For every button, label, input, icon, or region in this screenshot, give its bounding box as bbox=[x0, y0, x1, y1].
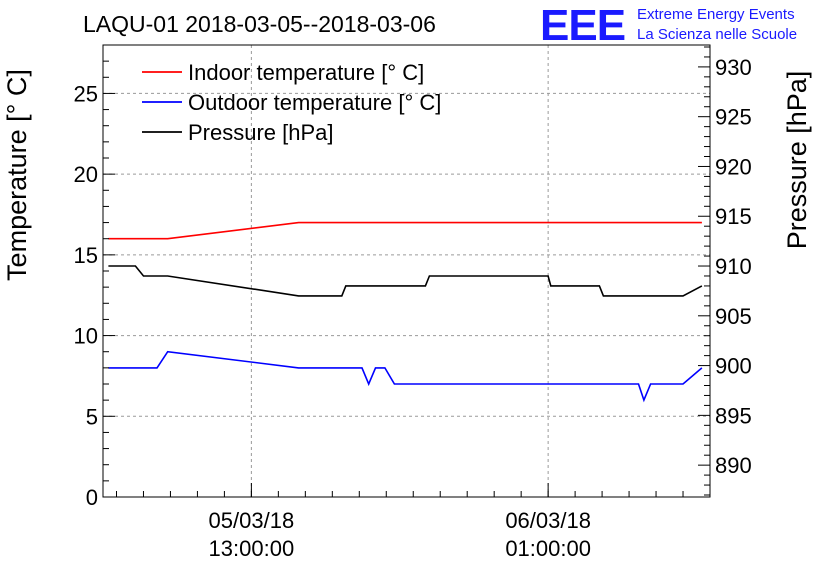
y-tick-label: 5 bbox=[86, 404, 98, 429]
y2-tick-label: 925 bbox=[715, 105, 752, 130]
y2-tick-label: 905 bbox=[715, 304, 752, 329]
legend-label-outdoor: Outdoor temperature [° C] bbox=[188, 90, 441, 115]
y2-tick-label: 910 bbox=[715, 254, 752, 279]
eee-logo: EEE Extreme Energy Events La Scienza nel… bbox=[540, 1, 797, 50]
axes: 0 5 10 15 20 25 890 895 900 905 910 915 920 925 930 05/… bbox=[74, 44, 752, 561]
y2-axis-title: Pressure [hPa] bbox=[782, 71, 812, 250]
logo-mark: EEE bbox=[540, 1, 625, 50]
y-tick-label: 0 bbox=[86, 485, 98, 510]
chart-title: LAQU-01 2018-03-05--2018-03-06 bbox=[83, 11, 436, 37]
y-tick-label: 10 bbox=[74, 324, 98, 349]
legend-label-indoor: Indoor temperature [° C] bbox=[188, 60, 424, 85]
series-lines bbox=[108, 221, 703, 403]
series-line-outdoor bbox=[108, 350, 703, 403]
y-tick-label: 15 bbox=[74, 243, 98, 268]
legend: Indoor temperature [° C] Outdoor temperat… bbox=[142, 60, 441, 145]
y2-tick-label: 900 bbox=[715, 354, 752, 379]
y2-tick-label: 920 bbox=[715, 154, 752, 179]
series-line-pressure bbox=[108, 265, 703, 297]
x-tick-time: 13:00:00 bbox=[209, 536, 295, 561]
y2-tick-label: 890 bbox=[715, 453, 752, 478]
y-tick-label: 20 bbox=[74, 162, 98, 187]
y-tick-label: 25 bbox=[74, 81, 98, 106]
x-tick-date: 05/03/18 bbox=[209, 508, 295, 533]
y-axis-title: Temperature [° C] bbox=[2, 69, 32, 281]
y2-tick-label: 895 bbox=[715, 403, 752, 428]
grid bbox=[103, 45, 710, 497]
series-line-indoor bbox=[108, 221, 702, 240]
logo-line-1: Extreme Energy Events bbox=[637, 6, 795, 23]
y2-tick-label: 930 bbox=[715, 55, 752, 80]
x-tick-date: 06/03/18 bbox=[505, 508, 591, 533]
y2-tick-label: 915 bbox=[715, 204, 752, 229]
logo-line-2: La Scienza nelle Scuole bbox=[637, 26, 797, 43]
x-tick-time: 01:00:00 bbox=[505, 536, 591, 561]
legend-label-pressure: Pressure [hPa] bbox=[188, 120, 334, 145]
